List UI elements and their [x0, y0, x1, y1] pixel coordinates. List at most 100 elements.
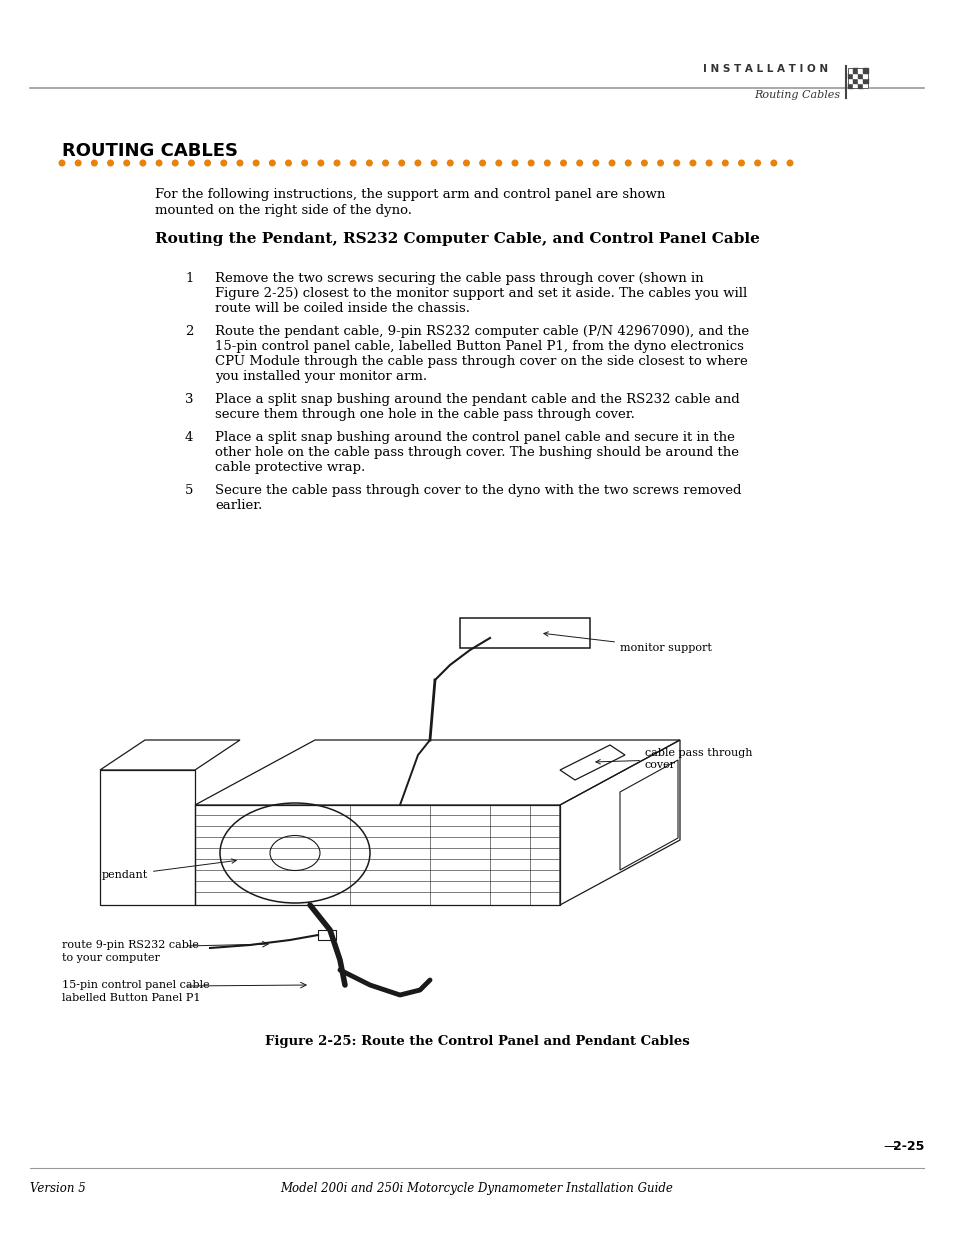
Text: 15-pin control panel cable: 15-pin control panel cable: [62, 981, 210, 990]
Text: Version 5: Version 5: [30, 1182, 86, 1195]
Circle shape: [593, 161, 598, 165]
Circle shape: [577, 161, 582, 165]
Circle shape: [770, 161, 776, 165]
Circle shape: [91, 161, 97, 165]
Circle shape: [641, 161, 646, 165]
Circle shape: [415, 161, 420, 165]
Text: ROUTING CABLES: ROUTING CABLES: [62, 142, 237, 161]
Circle shape: [447, 161, 453, 165]
Circle shape: [334, 161, 339, 165]
Text: earlier.: earlier.: [214, 499, 262, 513]
Circle shape: [205, 161, 211, 165]
Circle shape: [738, 161, 743, 165]
Text: 2-25: 2-25: [892, 1140, 923, 1153]
Circle shape: [544, 161, 550, 165]
Circle shape: [108, 161, 113, 165]
Text: Secure the cable pass through cover to the dyno with the two screws removed: Secure the cable pass through cover to t…: [214, 484, 740, 496]
Text: route 9-pin RS232 cable: route 9-pin RS232 cable: [62, 940, 198, 950]
Bar: [857, 73, 862, 78]
Text: Place a split snap bushing around the pendant cable and the RS232 cable and: Place a split snap bushing around the pe…: [214, 393, 739, 406]
Circle shape: [705, 161, 711, 165]
Bar: [852, 78, 857, 83]
Circle shape: [59, 161, 65, 165]
Circle shape: [528, 161, 534, 165]
Text: Figure 2-25) closest to the monitor support and set it aside. The cables you wil: Figure 2-25) closest to the monitor supp…: [214, 287, 746, 300]
Text: Remove the two screws securing the cable pass through cover (shown in: Remove the two screws securing the cable…: [214, 272, 703, 285]
Text: to your computer: to your computer: [62, 953, 160, 963]
Circle shape: [270, 161, 274, 165]
Circle shape: [625, 161, 630, 165]
Text: 4: 4: [185, 431, 193, 445]
Bar: [847, 68, 852, 73]
Bar: [857, 78, 862, 83]
Text: Model 200i and 250i Motorcycle Dynamometer Installation Guide: Model 200i and 250i Motorcycle Dynamomet…: [280, 1182, 673, 1195]
Bar: [852, 73, 857, 78]
Text: route will be coiled inside the chassis.: route will be coiled inside the chassis.: [214, 303, 470, 315]
Text: 3: 3: [185, 393, 193, 406]
Bar: [852, 68, 857, 73]
Circle shape: [754, 161, 760, 165]
Text: 1: 1: [185, 272, 193, 285]
Circle shape: [431, 161, 436, 165]
Circle shape: [479, 161, 485, 165]
Bar: [847, 83, 852, 88]
Circle shape: [221, 161, 227, 165]
Circle shape: [156, 161, 162, 165]
Text: mounted on the right side of the dyno.: mounted on the right side of the dyno.: [154, 204, 412, 217]
Bar: [857, 68, 862, 73]
Circle shape: [285, 161, 291, 165]
Circle shape: [673, 161, 679, 165]
Text: I N S T A L L A T I O N: I N S T A L L A T I O N: [702, 64, 827, 74]
Bar: [862, 83, 867, 88]
Bar: [857, 83, 862, 88]
Bar: [862, 78, 867, 83]
Circle shape: [496, 161, 501, 165]
Bar: [847, 68, 867, 88]
Text: CPU Module through the cable pass through cover on the side closest to where: CPU Module through the cable pass throug…: [214, 354, 747, 368]
Text: Routing the Pendant, RS232 Computer Cable, and Control Panel Cable: Routing the Pendant, RS232 Computer Cabl…: [154, 232, 760, 246]
Circle shape: [382, 161, 388, 165]
Text: Figure 2-25: Route the Control Panel and Pendant Cables: Figure 2-25: Route the Control Panel and…: [264, 1035, 689, 1049]
Text: Route the pendant cable, 9-pin RS232 computer cable (P/N 42967090), and the: Route the pendant cable, 9-pin RS232 com…: [214, 325, 748, 338]
Text: other hole on the cable pass through cover. The bushing should be around the: other hole on the cable pass through cov…: [214, 446, 739, 459]
Circle shape: [317, 161, 323, 165]
Circle shape: [253, 161, 258, 165]
Bar: [852, 83, 857, 88]
Circle shape: [463, 161, 469, 165]
Bar: [862, 73, 867, 78]
Circle shape: [721, 161, 727, 165]
Circle shape: [301, 161, 307, 165]
Text: 2: 2: [185, 325, 193, 338]
Text: Routing Cables: Routing Cables: [753, 90, 840, 100]
Text: Place a split snap bushing around the control panel cable and secure it in the: Place a split snap bushing around the co…: [214, 431, 734, 445]
Circle shape: [512, 161, 517, 165]
Text: 15-pin control panel cable, labelled Button Panel P1, from the dyno electronics: 15-pin control panel cable, labelled But…: [214, 340, 743, 353]
Text: cable protective wrap.: cable protective wrap.: [214, 461, 365, 474]
Bar: [317, 930, 335, 940]
Circle shape: [140, 161, 146, 165]
Text: you installed your monitor arm.: you installed your monitor arm.: [214, 370, 427, 383]
Circle shape: [786, 161, 792, 165]
Circle shape: [75, 161, 81, 165]
Circle shape: [189, 161, 194, 165]
Circle shape: [609, 161, 614, 165]
Text: monitor support: monitor support: [543, 632, 711, 653]
Text: pendant: pendant: [102, 858, 236, 881]
Circle shape: [398, 161, 404, 165]
Circle shape: [366, 161, 372, 165]
Text: secure them through one hole in the cable pass through cover.: secure them through one hole in the cabl…: [214, 408, 634, 421]
Circle shape: [657, 161, 662, 165]
Bar: [847, 78, 852, 83]
Circle shape: [172, 161, 178, 165]
Circle shape: [560, 161, 566, 165]
Circle shape: [124, 161, 130, 165]
Text: 5: 5: [185, 484, 193, 496]
Bar: [847, 73, 852, 78]
Text: For the following instructions, the support arm and control panel are shown: For the following instructions, the supp…: [154, 188, 664, 201]
Bar: [862, 68, 867, 73]
Circle shape: [237, 161, 242, 165]
Circle shape: [689, 161, 695, 165]
Text: cable pass through
cover: cable pass through cover: [596, 748, 752, 769]
Text: labelled Button Panel P1: labelled Button Panel P1: [62, 993, 200, 1003]
Text: —: —: [882, 1140, 895, 1153]
